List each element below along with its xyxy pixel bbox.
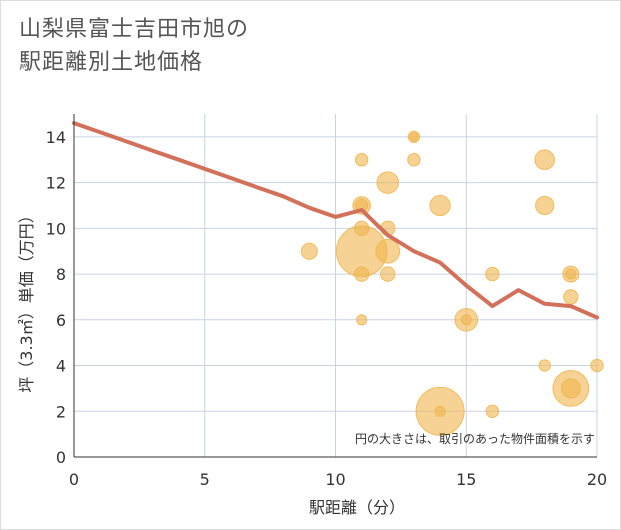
data-bubble xyxy=(376,171,400,194)
x-tick-label: 5 xyxy=(200,470,210,489)
chart-title-line2: 駅距離別土地価格 xyxy=(19,50,204,75)
data-bubble xyxy=(535,195,555,216)
data-bubble xyxy=(538,359,551,372)
y-tick-label: 2 xyxy=(56,402,66,421)
line-layer xyxy=(72,121,599,320)
data-bubble xyxy=(356,314,368,326)
data-bubble xyxy=(534,149,556,171)
data-bubble xyxy=(565,268,577,280)
data-bubble xyxy=(560,378,581,399)
data-bubble xyxy=(300,242,318,260)
x-tick-label: 15 xyxy=(456,470,476,489)
y-tick-label: 14 xyxy=(46,128,66,147)
y-tick-label: 0 xyxy=(56,448,66,467)
data-bubble xyxy=(409,132,419,142)
data-bubble xyxy=(354,153,369,167)
data-bubble xyxy=(563,289,579,305)
x-tick-label: 20 xyxy=(587,470,607,489)
data-bubble xyxy=(590,358,604,373)
y-tick-label: 4 xyxy=(56,357,66,376)
x-tick-label: 0 xyxy=(69,470,79,489)
data-bubble xyxy=(353,266,370,282)
data-bubble xyxy=(353,220,370,236)
data-bubble xyxy=(434,405,446,417)
grid-layer xyxy=(74,114,598,457)
data-bubble xyxy=(380,266,396,282)
y-tick-label: 6 xyxy=(56,311,66,330)
average-price-line xyxy=(72,121,599,320)
data-bubble xyxy=(429,194,451,217)
data-bubble xyxy=(375,238,401,264)
y-tick-label: 8 xyxy=(56,265,66,284)
y-axis-label: 坪（3.3㎡）単価（万円） xyxy=(17,207,36,392)
y-tick-label: 10 xyxy=(46,219,66,238)
chart-title-line1: 山梨県富士吉田市旭の xyxy=(19,17,250,42)
bubble-layer xyxy=(300,130,604,436)
data-bubble xyxy=(460,314,472,326)
data-bubble xyxy=(485,266,500,282)
data-bubble xyxy=(407,153,421,167)
size-note: 円の大きさは、取引のあった物件面積を示す xyxy=(355,431,595,446)
chart-title: 山梨県富士吉田市旭の 駅距離別土地価格 xyxy=(19,13,579,79)
x-axis-label: 駅距離（分） xyxy=(309,498,405,517)
data-bubble xyxy=(485,404,500,418)
y-tick-label: 12 xyxy=(46,174,66,193)
axis-layer: 0 2 4 6 8 10 12 14 0 5 10 15 20 xyxy=(46,114,607,489)
x-tick-label: 10 xyxy=(325,470,345,489)
